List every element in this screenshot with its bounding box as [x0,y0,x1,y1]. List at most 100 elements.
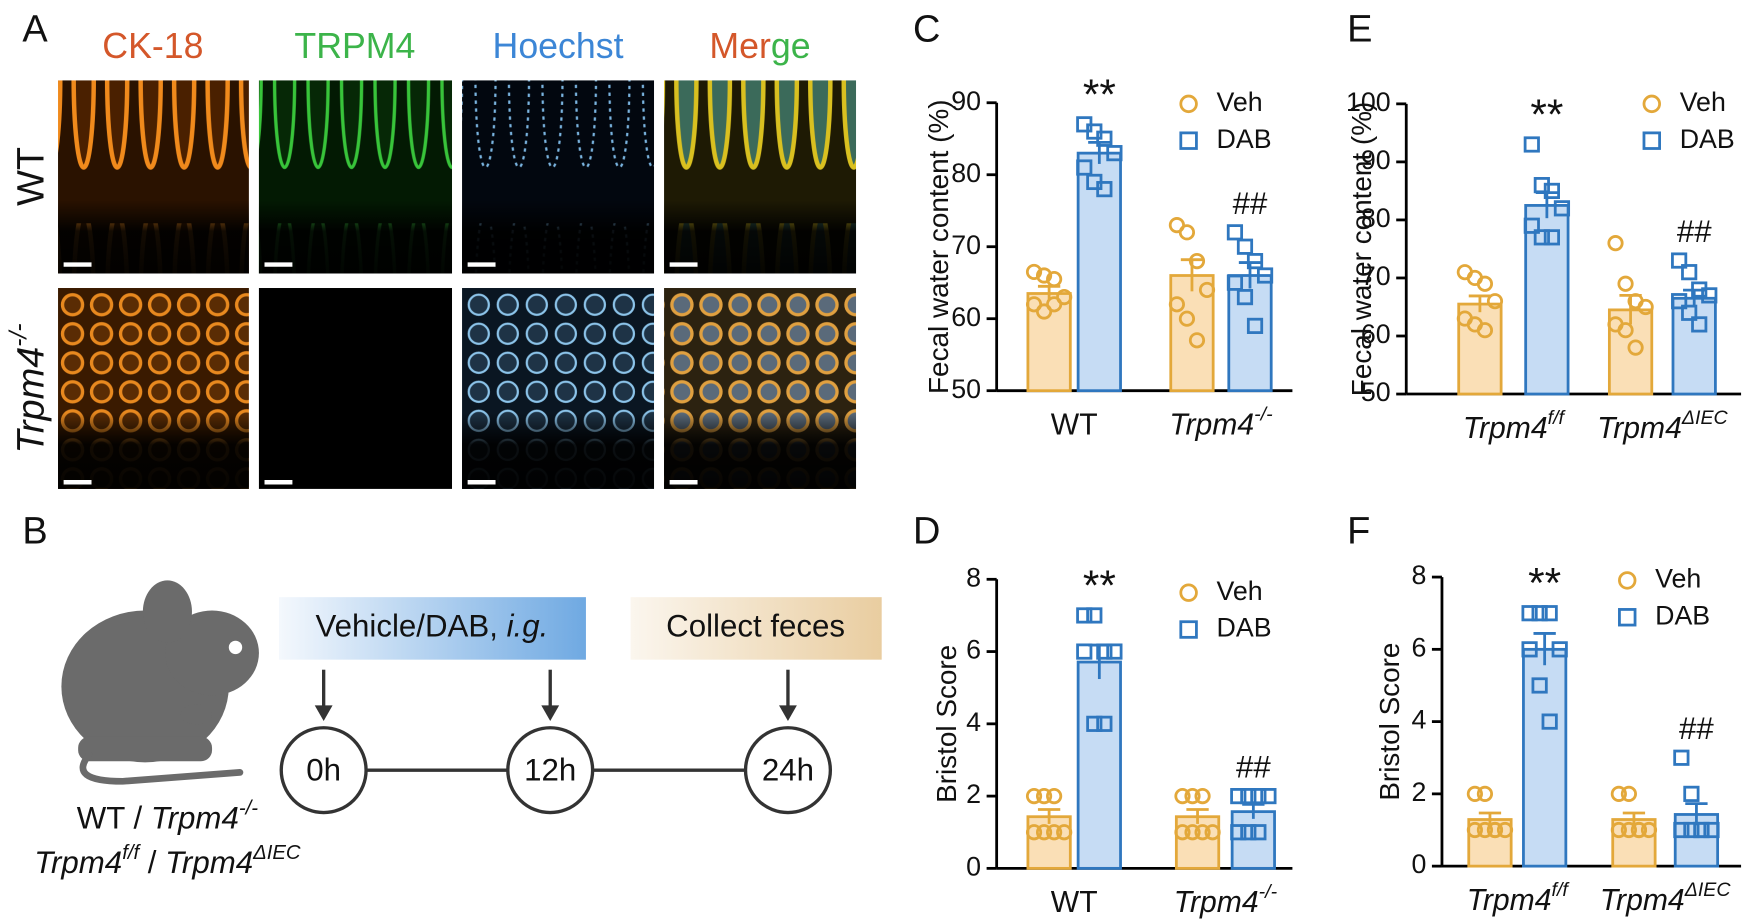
data-point [1046,296,1063,313]
data-point [1204,824,1221,841]
timeline [279,669,833,815]
data-point [1188,253,1206,270]
legend-marker [1179,583,1198,602]
data-point [1096,643,1113,660]
data-point [1543,229,1560,246]
x-tick-label: Trpm4f/f [1463,407,1567,445]
legend-label: DAB [1655,600,1710,630]
data-point [1184,824,1201,841]
text-part: Trpm4 [1463,412,1548,445]
legend-label: DAB [1217,124,1272,154]
data-point [1194,788,1211,805]
data-point [1260,788,1277,805]
row-label: Trpm4-/- [5,323,52,453]
row-label: WT [10,147,52,206]
legend-label: Veh [1217,87,1263,117]
legend-marker [1179,94,1198,114]
legend-label: DAB [1217,613,1272,643]
panel-label: C [913,8,940,50]
panel-label: D [913,511,940,553]
x-tick-label: Trpm4f/f [1467,879,1571,917]
treatment-box [279,597,586,660]
data-point [1174,788,1191,805]
data-point [1194,824,1211,841]
text-part: -/- [5,323,32,346]
y-axis-label: Fecal water content (%) [923,99,954,394]
y-tick-label: 70 [1361,261,1391,291]
data-point [1466,785,1483,802]
data-point [1543,182,1560,200]
significance: ## [1236,750,1271,785]
arrowheads [314,705,797,722]
text-part: TRPM4 [294,27,415,67]
legend-marker [1179,620,1198,639]
data-point [1076,159,1093,176]
text-part: Trpm4 [1600,884,1685,917]
y-tick-label: 80 [1361,203,1391,233]
text-part: f/f [1552,879,1571,901]
y-tick-label: 8 [1411,560,1426,590]
data-point [1025,263,1043,281]
y-tick-label: 100 [1346,87,1391,117]
bar [1076,660,1122,870]
y-tick-label: 4 [966,707,981,737]
text-part: Vehicle/DAB, [316,609,507,644]
text-part: -/- [1259,881,1278,903]
data-point [1174,824,1191,841]
data-point [1703,821,1720,839]
data-point [1198,281,1216,298]
panel-label: A [22,8,48,50]
bar [1522,647,1568,868]
data-point [1620,821,1637,839]
y-tick-label: 0 [1411,849,1426,879]
y-tick-label: 60 [1361,319,1391,349]
text-part: Hoechst [493,27,624,67]
data-point [1025,788,1043,805]
significance: ** [1530,91,1563,138]
y-tick-label: 0 [966,851,981,881]
data-point [1681,304,1698,321]
data-point [1230,788,1247,805]
significance: ## [1233,186,1268,221]
y-tick-label: 50 [951,374,981,404]
data-point [1056,824,1073,841]
data-point [1476,785,1494,802]
data-point [1610,785,1627,802]
significance: ## [1677,214,1712,249]
bar [1524,204,1570,396]
data-point [1693,821,1710,839]
data-point [1496,821,1514,839]
text-part: WT / [77,801,151,836]
data-point [1617,322,1634,339]
data-point [1541,605,1558,622]
text-part: WT [10,147,52,206]
text-part: / [139,845,165,880]
data-point [1691,316,1708,333]
data-point [1617,275,1634,292]
collect-label: Collect feces [666,609,845,644]
bar [1671,296,1717,396]
legend-label: Veh [1217,576,1263,606]
text-part: Trpm4 [34,845,122,880]
text-part: ΔIEC [1684,879,1732,901]
y-tick-label: 6 [966,635,981,665]
text-part: ΔIEC [252,842,301,864]
data-point [1671,293,1688,310]
data-point [1035,824,1053,841]
timepoint: 12h [524,753,576,788]
data-point [1250,824,1267,841]
data-point [1025,824,1043,841]
legend-label: Veh [1680,87,1726,117]
treatment-label: Vehicle/DAB, i.g. [316,609,549,644]
data-point [1607,235,1624,252]
data-point [1531,605,1548,622]
data-point [1610,821,1627,839]
data-point [1178,224,1196,241]
data-point [1178,310,1196,327]
data-point [1701,287,1718,304]
data-point [1226,224,1244,241]
data-point [1683,821,1700,839]
timepoint: 24h [762,753,814,788]
